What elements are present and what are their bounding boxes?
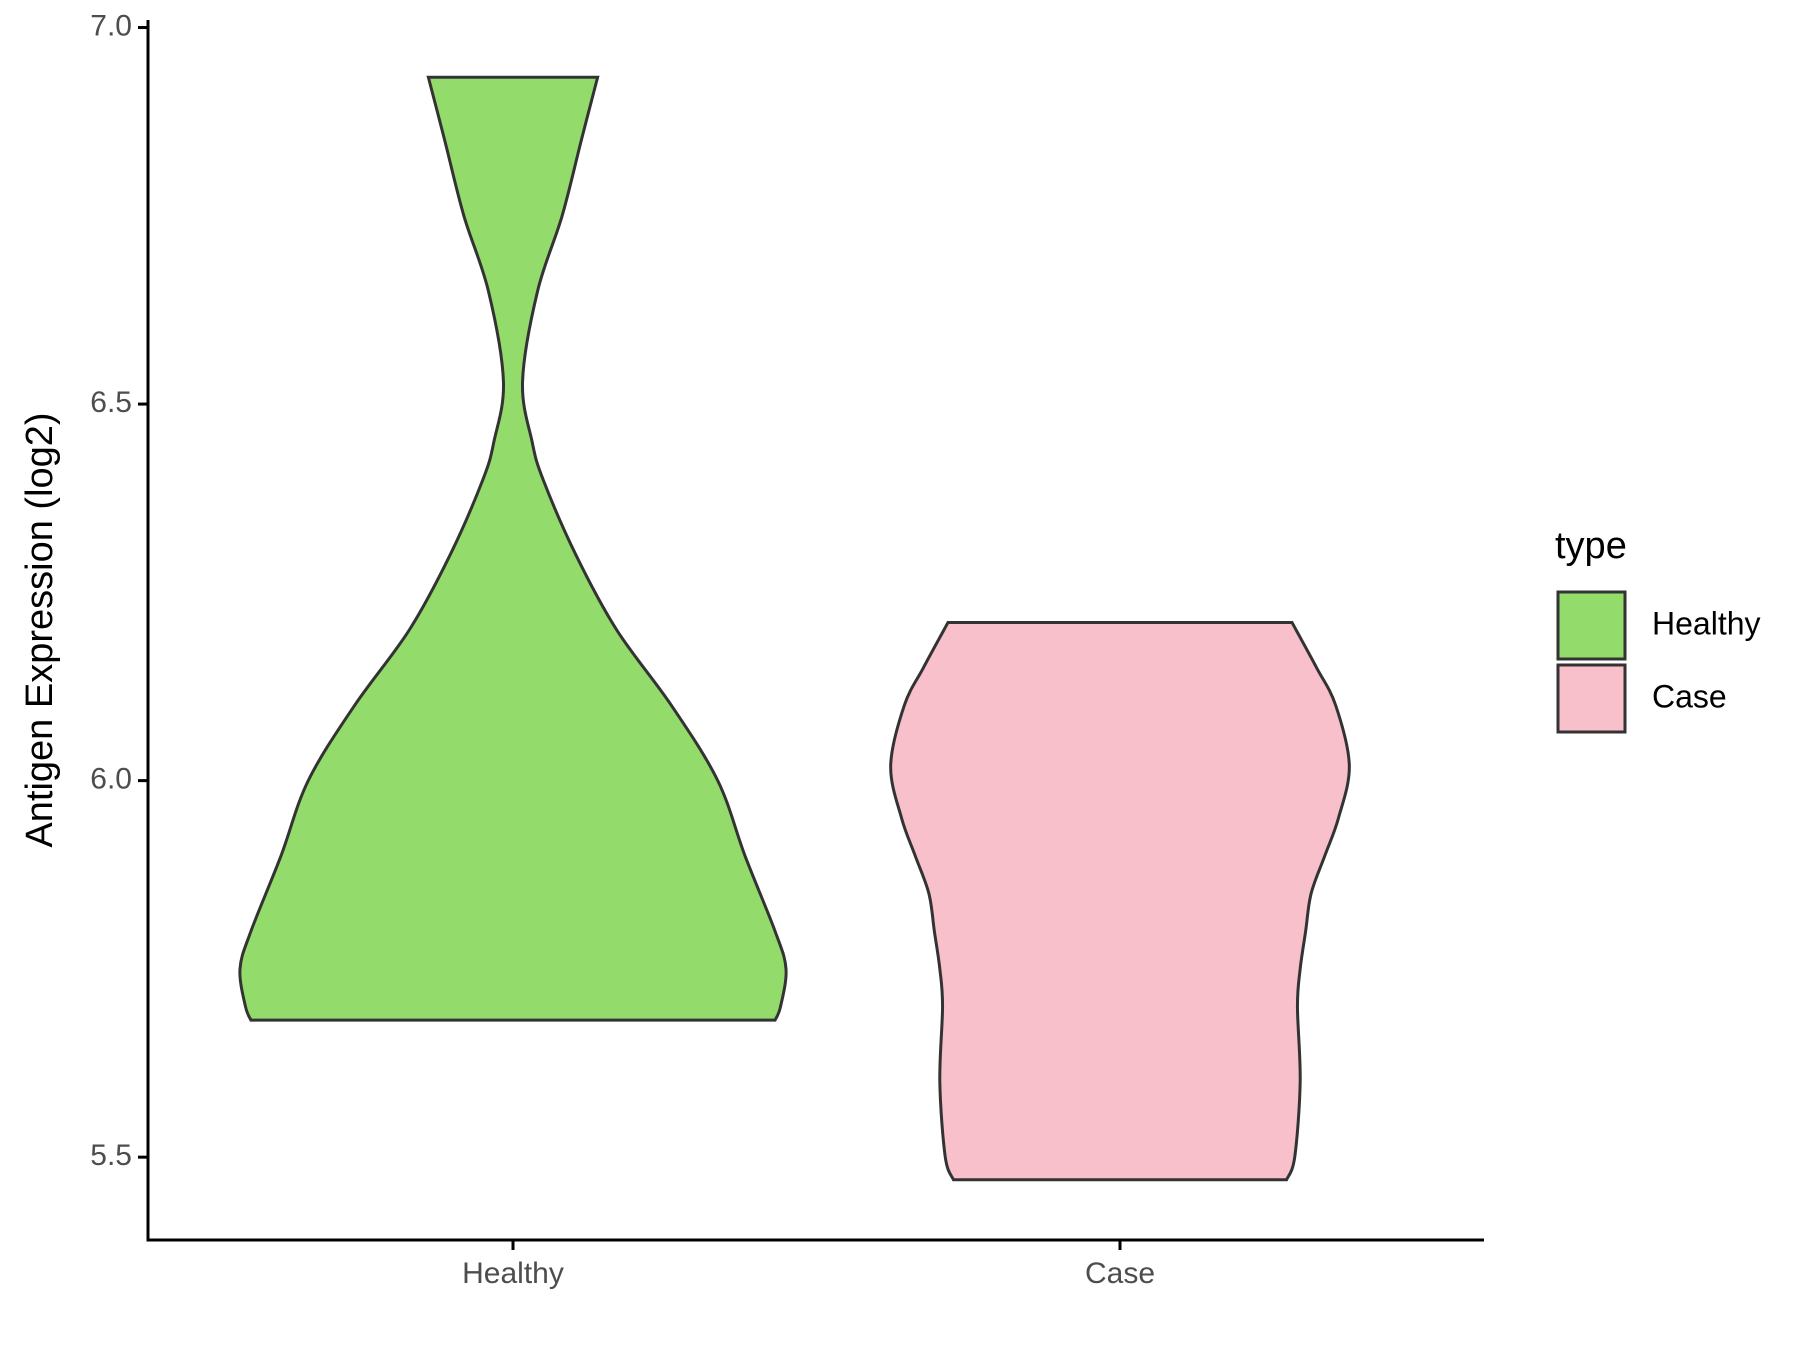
legend-key xyxy=(1556,663,1627,734)
y-axis-title: Antigen Expression (log2) xyxy=(19,412,61,847)
legend-key xyxy=(1556,590,1627,661)
x-tick-label: Healthy xyxy=(462,1257,564,1290)
x-tick-label: Case xyxy=(1085,1257,1155,1290)
y-tick-label: 6.5 xyxy=(90,386,132,419)
y-tick-label: 5.5 xyxy=(90,1139,132,1172)
legend-label: Healthy xyxy=(1652,605,1761,641)
legend-label: Case xyxy=(1652,678,1727,714)
legend-title: type xyxy=(1555,525,1627,567)
violin xyxy=(238,75,788,1022)
y-tick-label: 6.0 xyxy=(90,763,132,796)
y-tick-label: 7.0 xyxy=(90,9,132,42)
violin xyxy=(889,620,1351,1182)
